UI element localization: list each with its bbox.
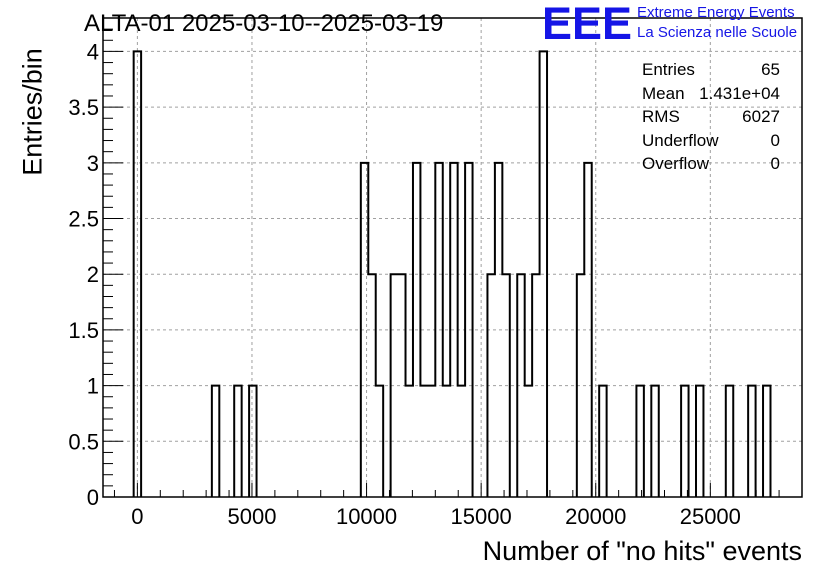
- y-tick-label: 3: [87, 151, 99, 176]
- y-tick-label: 1.5: [68, 318, 99, 343]
- stat-overflow-value: 0: [770, 154, 780, 173]
- x-tick-label: 5000: [227, 504, 276, 529]
- stat-rms-label: RMS: [642, 107, 680, 126]
- x-tick-label: 15000: [451, 504, 512, 529]
- stat-rms-value: 6027: [742, 107, 780, 126]
- logo-letters: EEE: [542, 2, 632, 42]
- stat-entries: Entries 65: [642, 58, 780, 82]
- stat-underflow: Underflow 0: [642, 129, 780, 153]
- y-tick-label: 2: [87, 262, 99, 287]
- logo-line-1: Extreme Energy Events: [637, 4, 795, 21]
- x-tick-label: 25000: [680, 504, 741, 529]
- y-tick-label: 4: [87, 39, 99, 64]
- y-tick-label: 0.5: [68, 429, 99, 454]
- eee-logo: EEE: [542, 2, 632, 42]
- histogram-series: [132, 50, 772, 497]
- stat-entries-label: Entries: [642, 60, 695, 79]
- stat-overflow: Overflow 0: [642, 152, 780, 176]
- logo-line-2: La Scienza nelle Scuole: [637, 24, 798, 41]
- y-tick-label: 1: [87, 374, 99, 399]
- stat-rms: RMS 6027: [642, 105, 780, 129]
- stat-overflow-label: Overflow: [642, 154, 710, 173]
- logo-caption: Extreme Energy Events La Scienza nelle S…: [637, 3, 797, 43]
- plot-frame: [102, 17, 803, 498]
- stat-entries-value: 65: [761, 60, 780, 79]
- stat-mean: Mean 1.431e+04: [642, 82, 780, 106]
- y-tick-label: 2.5: [68, 207, 99, 232]
- x-tick-label: 0: [131, 504, 143, 529]
- stat-underflow-label: Underflow: [642, 130, 719, 150]
- y-axis-label: Entries/bin: [17, 48, 48, 176]
- tick-labels: 0 5000 10000 15000 20000 25000 0 0.5 1 1.5 2 2.5 3 3.…: [68, 39, 741, 529]
- stat-mean-value: 1.431e+04: [699, 83, 780, 103]
- y-tick-label: 0: [87, 485, 99, 510]
- x-tick-label: 20000: [565, 504, 626, 529]
- stats-box: Entries 65 Mean 1.431e+04 RMS 6027 Under…: [642, 58, 780, 176]
- chart-title: ALTA-01 2025-03-10--2025-03-19: [84, 10, 444, 37]
- stat-mean-label: Mean: [642, 83, 685, 103]
- y-tick-label: 3.5: [68, 95, 99, 120]
- x-tick-label: 10000: [336, 504, 397, 529]
- x-axis-label: Number of "no hits" events: [482, 536, 802, 566]
- stat-underflow-value: 0: [770, 130, 780, 150]
